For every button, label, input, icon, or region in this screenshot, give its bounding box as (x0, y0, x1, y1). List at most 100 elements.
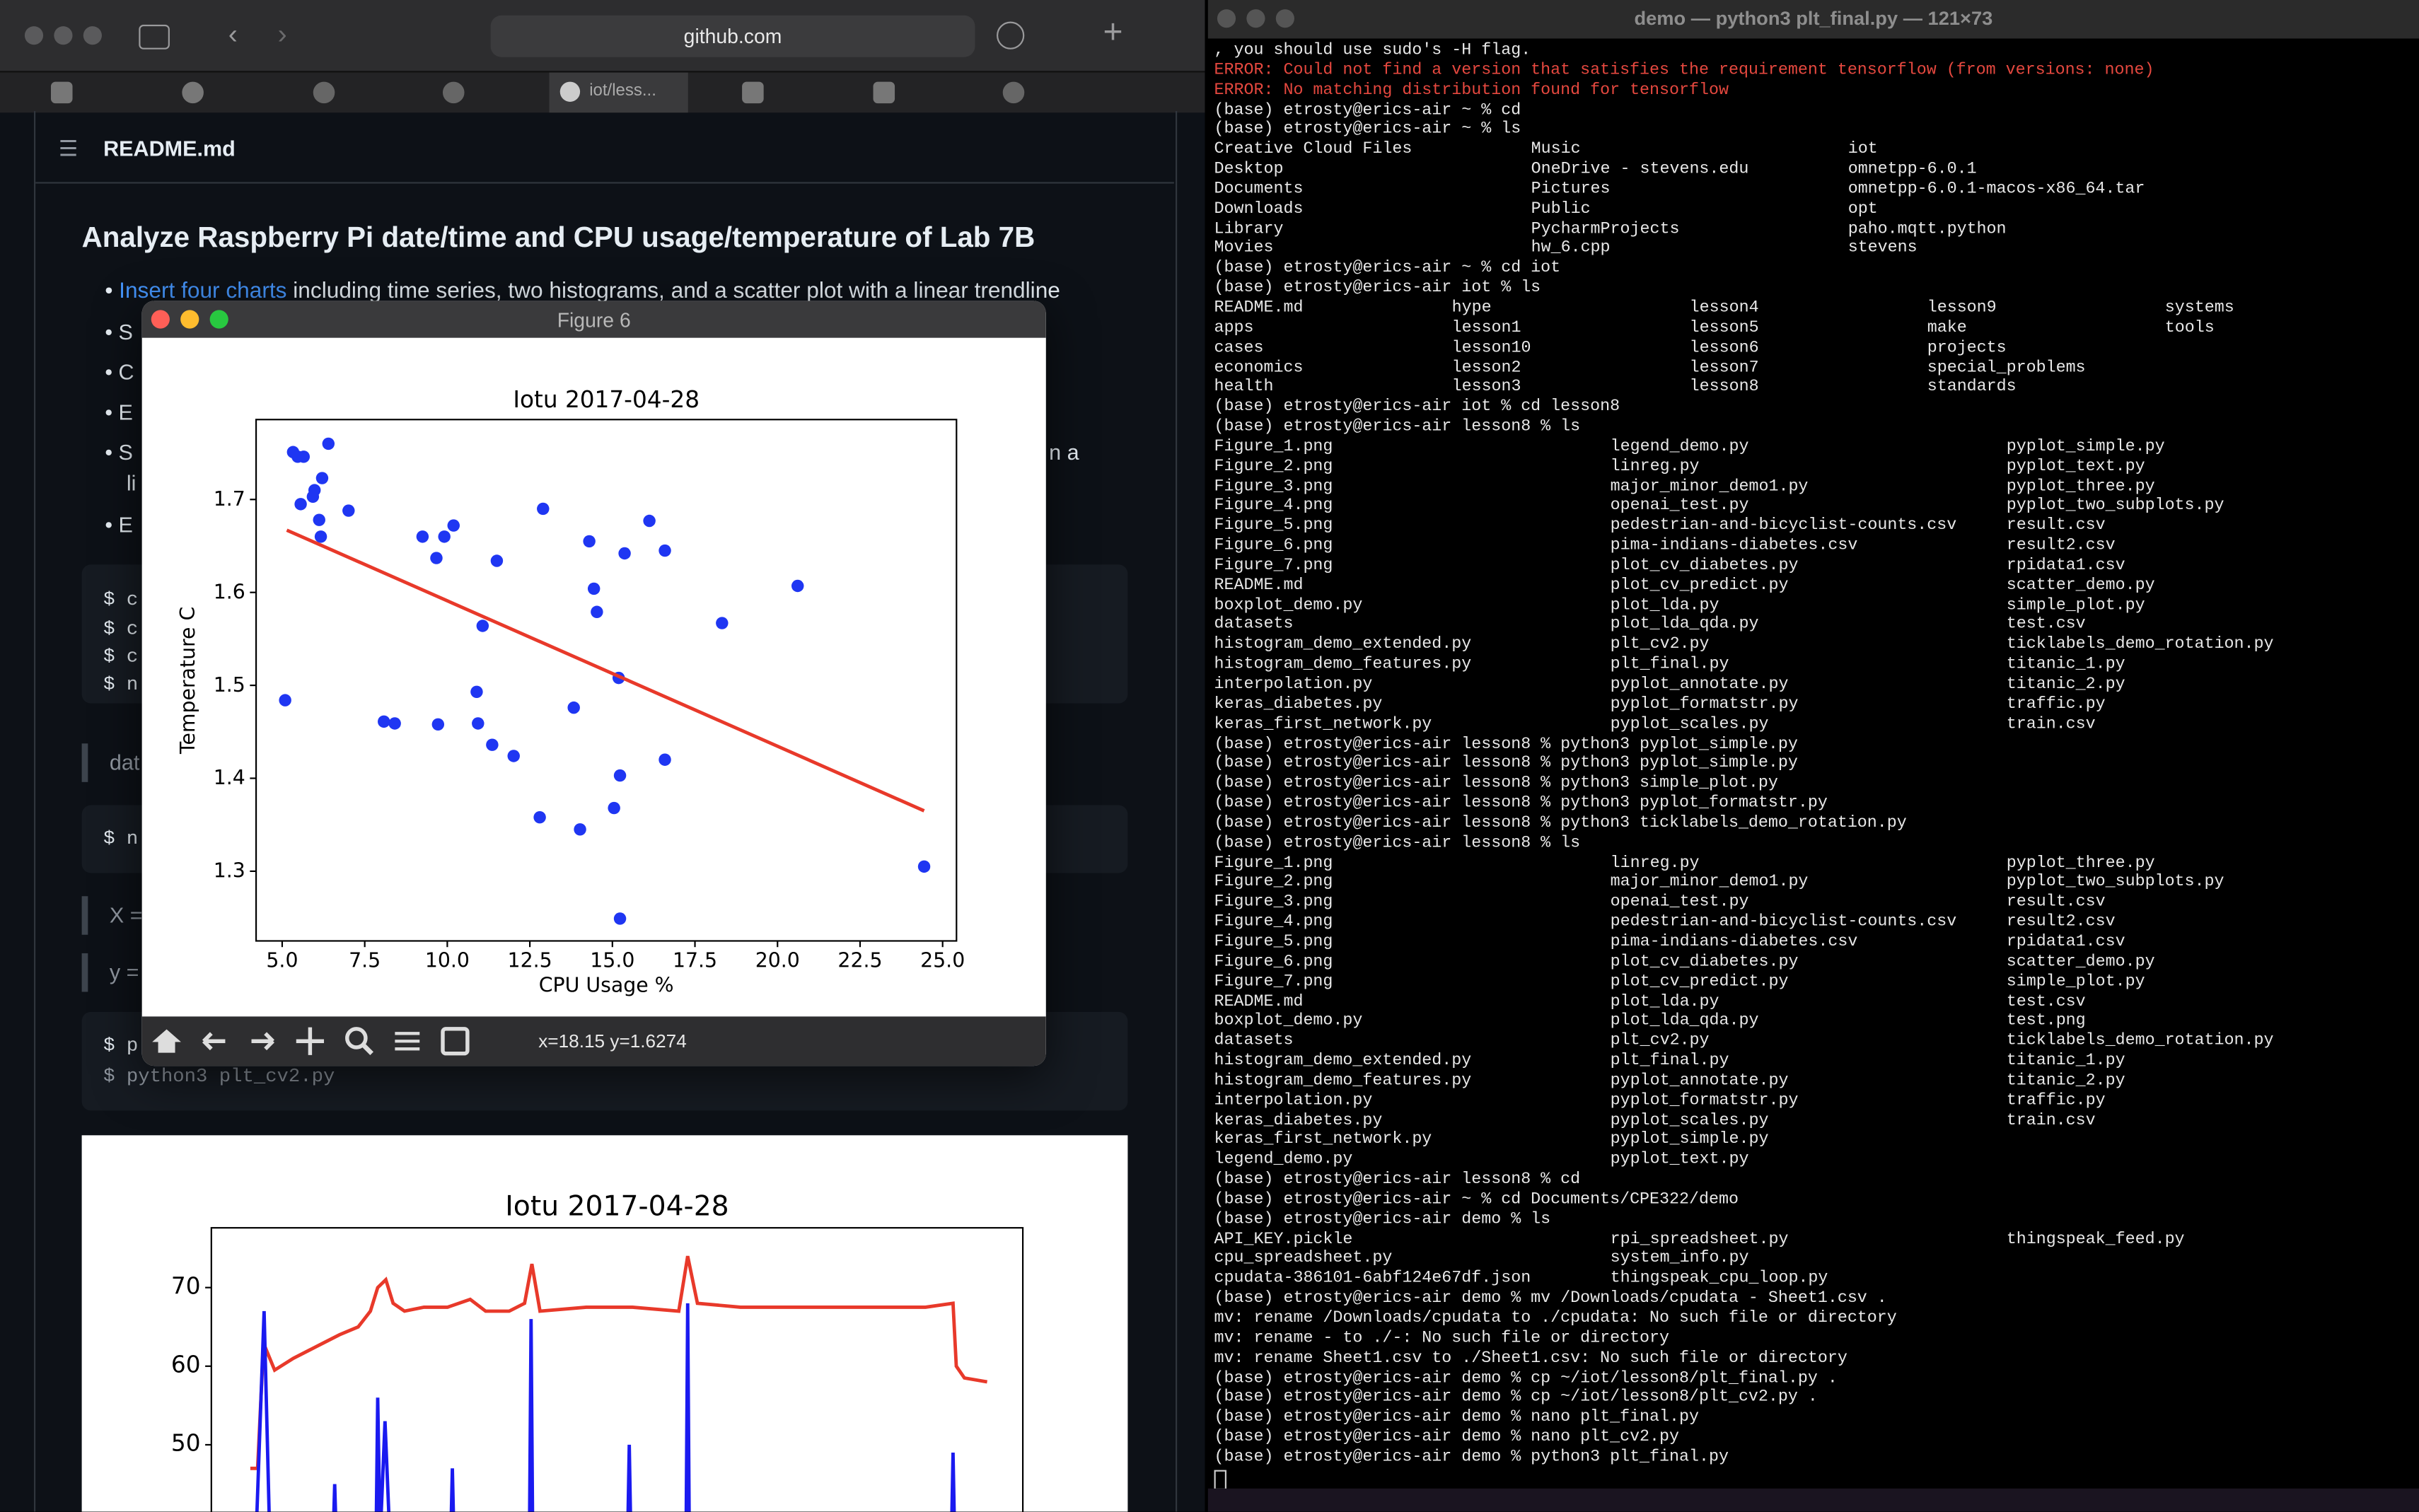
file-name: make (1927, 319, 1967, 338)
file-name: pyplot_text.py (1610, 1151, 1749, 1170)
file-name: cpudata-386101-6abf124e67df.json (1214, 1269, 1531, 1289)
file-name: Figure_3.png (1214, 477, 1333, 496)
file-name: major_minor_demo1.py (1610, 873, 1809, 892)
terminal-row: Desktop OneDrive - stevens.edu omnetpp-6.0… (1214, 161, 2418, 180)
scatter-point (279, 694, 291, 706)
file-name: titanic_2.py (2006, 1071, 2125, 1091)
terminal-line: ERROR: No matching distribution found fo… (1214, 81, 1729, 100)
figure-title: Figure 6 (557, 308, 631, 332)
x-tick-label: 15.0 (590, 949, 634, 972)
file-name: interpolation.py (1214, 675, 1373, 694)
zoom-button[interactable] (209, 310, 228, 329)
file-name: pedestrian-and-bicyclist-counts.csv (1610, 517, 1957, 536)
file-name: apps (1214, 319, 1254, 338)
scatter-point (537, 502, 550, 516)
file-name: README.md (1214, 299, 1304, 318)
scatter-point (447, 519, 460, 532)
quote-text: y = (109, 959, 139, 984)
configure-button[interactable] (395, 1032, 420, 1051)
scatter-point (378, 715, 390, 728)
scatter-point (486, 738, 499, 751)
tab[interactable]: iot/less... (549, 72, 688, 113)
tab-icon[interactable] (873, 81, 895, 104)
scatter-point (591, 605, 603, 619)
file-name: README.md (1214, 576, 1304, 595)
file-name: Movies (1214, 240, 1274, 259)
forward-button[interactable] (251, 1032, 274, 1051)
terminal-row: Figure_5.png pima-indians-diabetes.csv rpi… (1214, 934, 2418, 953)
outline-icon[interactable]: ☰ (58, 135, 79, 161)
file-name: omnetpp-6.0.1 (1847, 160, 1977, 180)
terminal-row: API_KEY.pickle rpi_spreadsheet.py thingspe… (1214, 1231, 2418, 1250)
terminal-row: datasets plt_cv2.py ticklabels_demo_rotati… (1214, 1033, 2418, 1052)
file-name: plot_cv_diabetes.py (1610, 557, 1799, 576)
tab-icon[interactable] (313, 81, 335, 104)
zoom-button[interactable] (83, 26, 102, 45)
terminal-row: legend_demo.py pyplot_text.py (1214, 1151, 2418, 1171)
downloads-button[interactable] (997, 21, 1025, 50)
terminal-line: (base) etrosty@erics-air demo % mv /Down… (1214, 1289, 1887, 1308)
file-name: traffic.py (2006, 1091, 2106, 1110)
tab-icon[interactable] (50, 81, 73, 104)
terminal-row: histogram_demo_extended.py plt_cv2.py tick… (1214, 636, 2418, 656)
minimize-button[interactable] (1246, 9, 1265, 28)
terminal-row: Library PycharmProjects paho.mqtt.python (1214, 220, 2418, 240)
file-name: Figure_7.png (1214, 972, 1333, 991)
bullet: • E (105, 399, 133, 424)
save-button[interactable] (441, 1027, 470, 1056)
tab-icon[interactable] (442, 81, 465, 104)
forward-button[interactable]: › (277, 18, 287, 50)
terminal-row: Figure_3.png major_minor_demo1.py pyplot_t… (1214, 477, 2418, 497)
file-name: README.md (1214, 992, 1304, 1011)
sidebar-button[interactable] (139, 24, 170, 50)
file-name: lesson8 (1689, 378, 1759, 397)
close-button[interactable] (24, 26, 44, 45)
file-name: rpidata1.csv (2006, 557, 2125, 576)
file-name: thingspeak_feed.py (2006, 1230, 2185, 1249)
minimize-button[interactable] (180, 310, 199, 329)
quote-bar (81, 953, 88, 992)
terminal-line: (base) etrosty@erics-air ~ % cd (1214, 100, 1521, 120)
pan-button[interactable] (296, 1027, 325, 1055)
file-name: lesson3 (1451, 378, 1521, 397)
terminal-row: histogram_demo_features.py pyplot_annotat… (1214, 1072, 2418, 1092)
tab-icon[interactable] (1002, 81, 1025, 104)
back-button[interactable]: ‹ (228, 18, 238, 50)
code-line: $ python3 plt_cv2.py (103, 1066, 335, 1088)
tab-icon[interactable] (742, 81, 764, 104)
file-name: opt (1847, 200, 1878, 219)
link[interactable]: Insert four charts (119, 279, 287, 304)
file-name: pyplot_three.py (2006, 477, 2155, 496)
toolbar-icons (152, 1027, 470, 1056)
back-button[interactable] (202, 1032, 226, 1051)
file-name: paho.mqtt.python (1847, 220, 2007, 239)
file-name: Figure_1.png (1214, 438, 1333, 457)
new-tab-button[interactable]: + (1103, 12, 1123, 51)
terminal-row: apps lesson1 lesson5 make tools (1214, 319, 2418, 339)
terminal-line: , you should use sudo's -H flag. (1214, 41, 1531, 61)
zoom-handle (361, 1042, 373, 1056)
line-chart: Iotu 2017-04-28 50 60 70 (171, 1191, 1024, 1512)
home-button[interactable] (152, 1029, 181, 1053)
tab-icon[interactable] (182, 81, 204, 104)
file-name: interpolation.py (1214, 1091, 1373, 1110)
scatter-point (476, 620, 489, 632)
scatter-point (567, 701, 580, 714)
file-name: hw_6.cpp (1531, 240, 1611, 259)
scatter-point (574, 823, 586, 836)
zoom-button[interactable] (1275, 9, 1294, 28)
address-bar[interactable]: github.com (490, 15, 975, 57)
zoom-button[interactable] (345, 1027, 368, 1049)
close-button[interactable] (1217, 9, 1236, 28)
trendline (286, 528, 925, 813)
file-name: stevens (1847, 240, 1918, 259)
close-button[interactable] (151, 310, 170, 329)
minimize-button[interactable] (54, 26, 73, 45)
x-tick-label: 7.5 (349, 949, 381, 972)
terminal-row: keras_first_network.py pyplot_scales.py tr… (1214, 715, 2418, 735)
file-name: histogram_demo_extended.py (1214, 636, 1472, 655)
terminal-row: Figure_4.png openai_test.py pyplot_two_sub… (1214, 497, 2418, 517)
terminal-row: README.md plot_lda.py test.csv (1214, 993, 2418, 1013)
y-tick-label: 1.7 (214, 487, 245, 511)
file-name: plt_final.py (1610, 1052, 1729, 1071)
